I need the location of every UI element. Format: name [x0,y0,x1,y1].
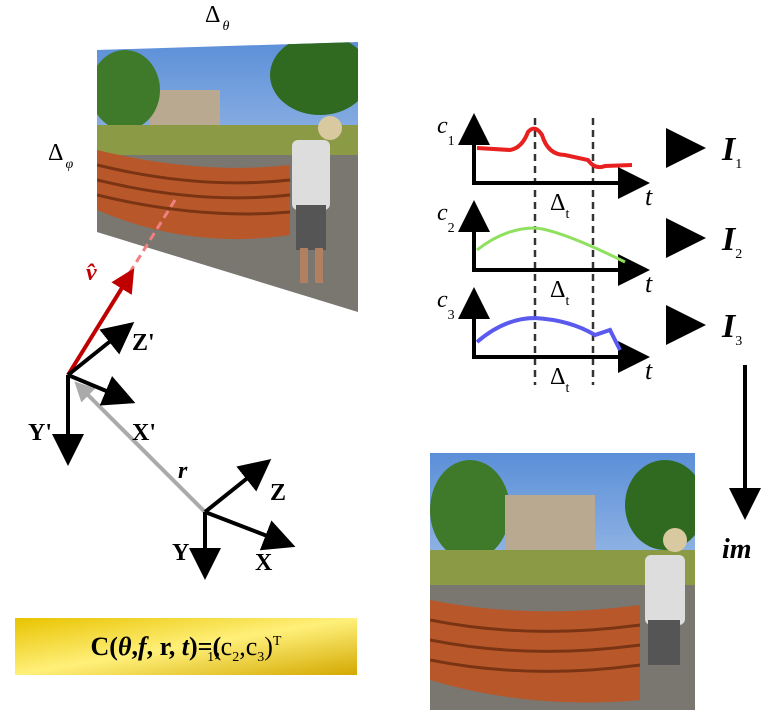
output-label: I1 [721,131,742,172]
world-x-label: X [255,550,273,576]
camera-y-label: Y' [28,420,52,446]
view-vector-label: v̂ [86,260,97,286]
translation-label: r [178,458,188,484]
camera-x-axis [68,375,128,400]
channel-label: c3 [437,287,455,323]
time-label: t [645,356,653,385]
camera-z-axis [68,327,128,375]
view-vector [68,275,130,375]
time-label: t [645,269,653,298]
diagram: Δθ Δφ v̂ r Z' X' Y' Z X Y C(θ,f, r, t)=(… [0,0,767,719]
world-x-axis [205,512,288,544]
formula: C(θ,f, r, t)=(c1,c2,c3)T [91,632,282,665]
photo-output [430,453,705,710]
world-z-axis [205,464,265,512]
output-label: I2 [721,221,742,262]
time-label: t [645,182,653,211]
channel-label: c2 [437,200,455,236]
curve-c2 [477,228,625,262]
camera-x-label: X' [132,420,156,446]
curve-c1 [477,129,632,168]
delta-t-label: Δt [550,277,569,309]
translation-vector [80,387,205,512]
curve-c3 [477,318,620,350]
world-z-label: Z [270,480,286,506]
channel-label: c1 [437,113,455,149]
delta-t-label: Δt [550,364,569,396]
world-y-label: Y [172,540,189,566]
delta-t-label: Δt [550,190,569,222]
photo-input [90,35,370,315]
output-label: I3 [721,308,742,349]
result-label: im [722,534,752,565]
camera-z-label: Z' [132,330,155,356]
